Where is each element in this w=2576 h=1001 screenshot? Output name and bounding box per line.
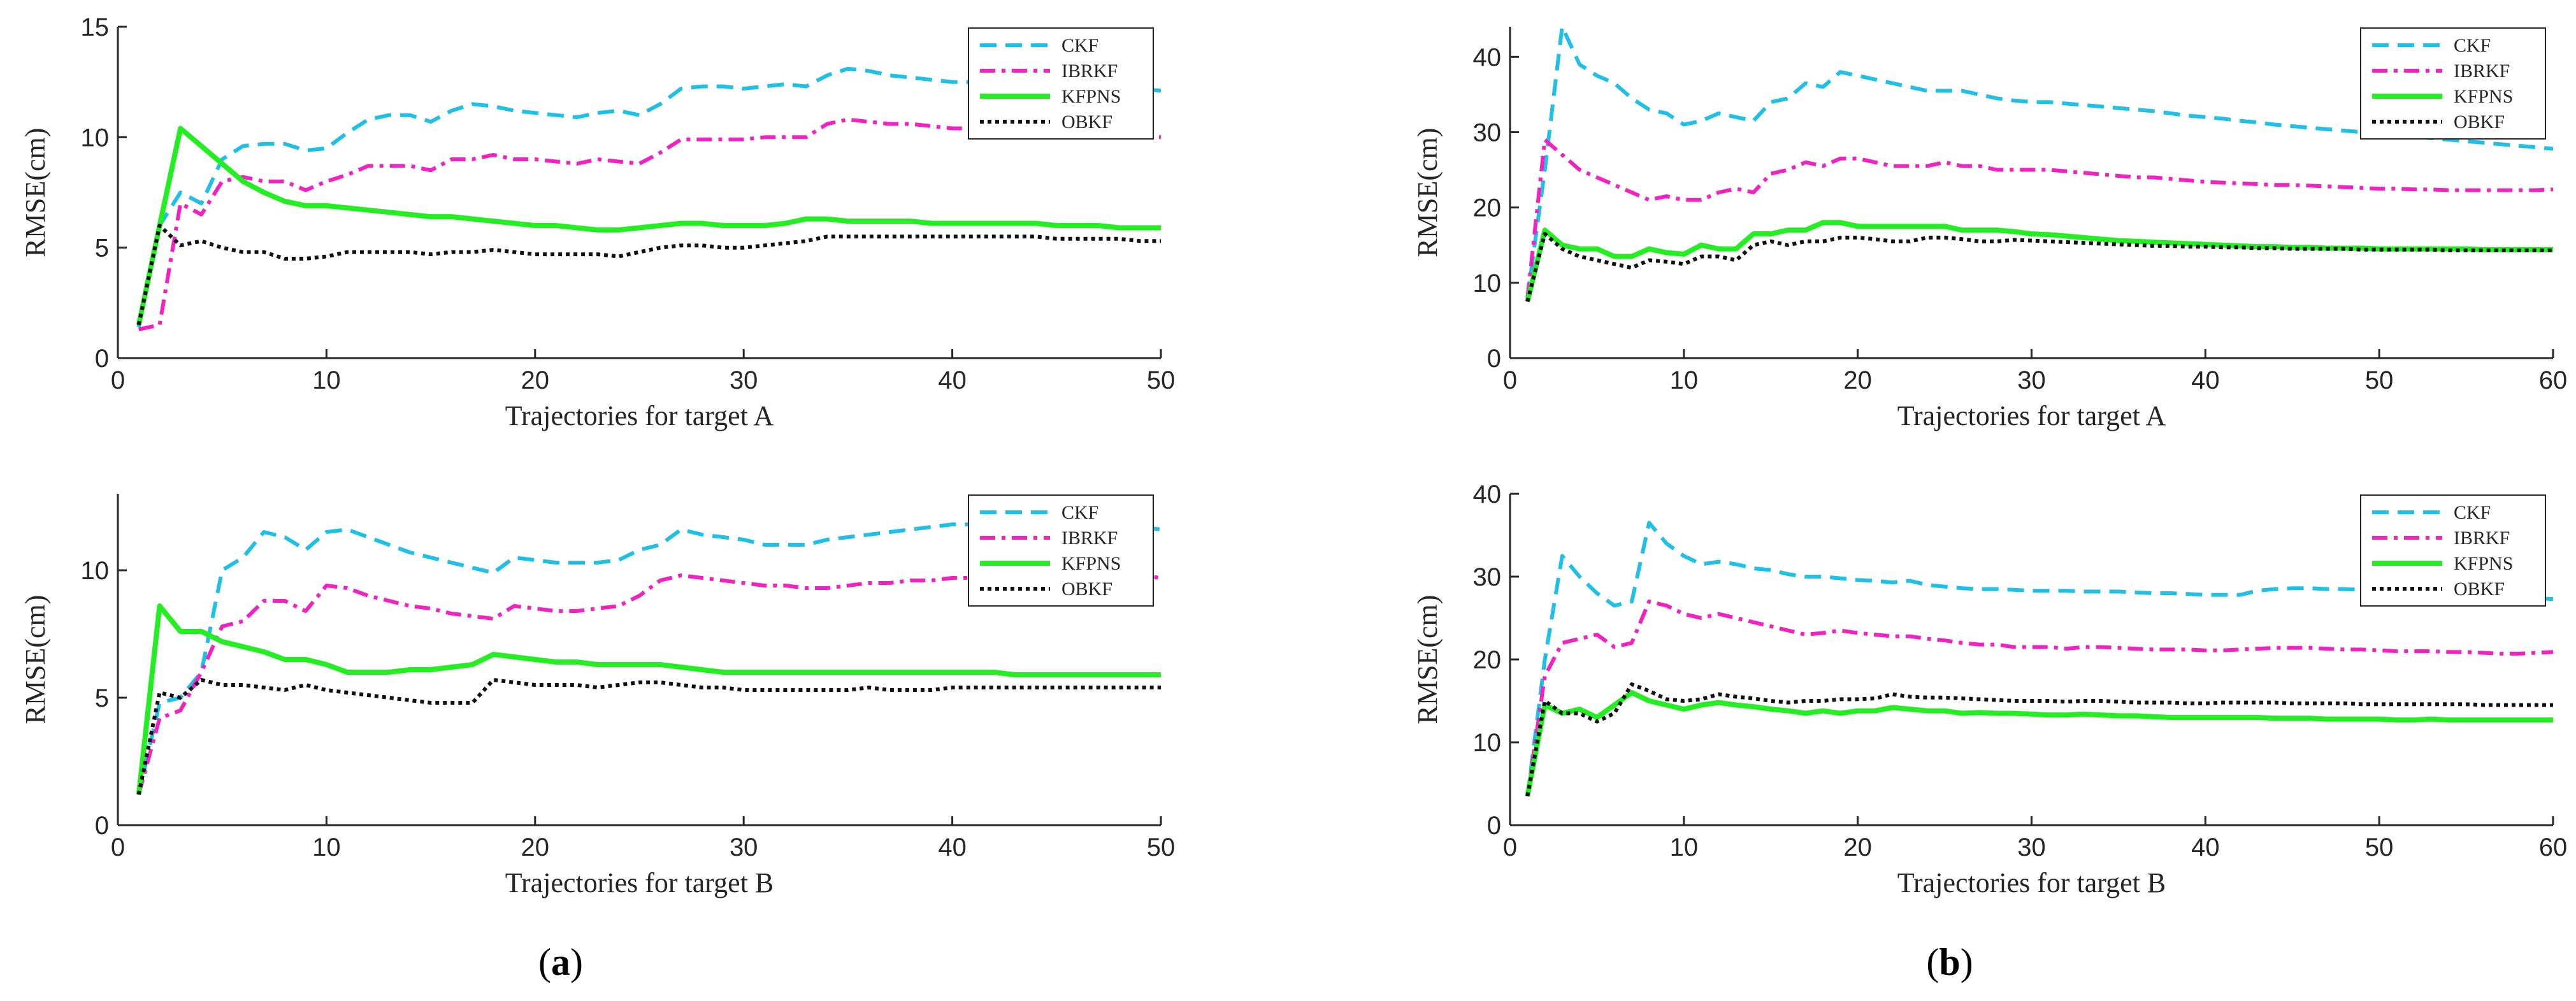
series-line-kfpns bbox=[136, 126, 1161, 326]
x-tick-label: 20 bbox=[521, 366, 550, 394]
y-axis-label: RMSE(cm) bbox=[20, 128, 51, 257]
x-tick-label: 0 bbox=[1503, 833, 1517, 861]
x-axis-label: Trajectories for target B bbox=[1897, 867, 2166, 898]
series-line-obkf bbox=[136, 678, 1161, 795]
x-tick-label: 40 bbox=[938, 366, 967, 394]
y-tick-label: 20 bbox=[1473, 646, 1502, 674]
series-line-obkf bbox=[136, 224, 1161, 326]
series-line-kfpns bbox=[136, 603, 1161, 795]
legend-label-kfpns: KFPNS bbox=[1061, 553, 1121, 574]
legend: CKF IBRKF KFPNS OBKF bbox=[2360, 494, 2546, 607]
legend-label-kfpns: KFPNS bbox=[2454, 86, 2513, 107]
y-tick-label: 10 bbox=[81, 124, 110, 152]
y-tick-label: 0 bbox=[1487, 345, 1501, 373]
y-tick-label: 30 bbox=[1473, 563, 1502, 591]
y-axis-label: RMSE(cm) bbox=[1412, 595, 1443, 724]
series-group bbox=[136, 522, 1161, 795]
x-tick-label: 50 bbox=[2365, 366, 2394, 394]
y-axis-label: RMSE(cm) bbox=[1412, 128, 1443, 257]
panel-label-b: (b) bbox=[1926, 941, 1973, 983]
y-tick-label: 30 bbox=[1473, 119, 1502, 147]
x-tick-label: 30 bbox=[2017, 366, 2046, 394]
series-line-ckf bbox=[1525, 521, 2553, 796]
series-line-kfpns bbox=[1525, 690, 2553, 797]
y-tick-label: 10 bbox=[1473, 270, 1502, 298]
legend: CKF IBRKF KFPNS OBKF bbox=[2360, 27, 2546, 140]
chart-a-target-b: 0 10 20 30 40 50 0 5 10 Trajectories for target B… bbox=[20, 494, 1175, 898]
legend-label-ibrkf: IBRKF bbox=[2454, 528, 2510, 549]
x-tick-label: 60 bbox=[2539, 366, 2568, 394]
x-tick-label: 0 bbox=[111, 366, 125, 394]
panel-label-a: (a) bbox=[538, 941, 583, 983]
y-tick-label: 20 bbox=[1473, 194, 1502, 222]
series-line-ckf bbox=[136, 66, 1161, 328]
y-tick-label: 15 bbox=[81, 13, 110, 41]
legend-box bbox=[2360, 27, 2546, 140]
y-tick-label: 0 bbox=[1487, 812, 1501, 840]
x-tick-label: 50 bbox=[1147, 833, 1176, 861]
x-tick-label: 40 bbox=[2191, 833, 2220, 861]
y-tick-label: 40 bbox=[1473, 43, 1502, 71]
series-line-obkf bbox=[1525, 232, 2553, 303]
x-tick-label: 30 bbox=[2017, 833, 2046, 861]
legend-box bbox=[2360, 494, 2546, 607]
series-line-ibrkf bbox=[1525, 138, 2553, 298]
x-tick-label: 10 bbox=[312, 366, 341, 394]
chart-a-target-a: 0 10 20 30 40 50 0 5 10 15 Trajectories for target… bbox=[20, 13, 1175, 431]
legend-label-ckf: CKF bbox=[1061, 502, 1098, 523]
x-tick-label: 30 bbox=[730, 366, 758, 394]
legend-label-kfpns: KFPNS bbox=[1061, 86, 1121, 107]
legend-label-obkf: OBKF bbox=[1061, 579, 1112, 600]
x-tick-label: 30 bbox=[730, 833, 758, 861]
legend-box bbox=[968, 27, 1154, 140]
y-tick-label: 10 bbox=[81, 557, 110, 585]
legend-label-obkf: OBKF bbox=[1061, 112, 1112, 133]
legend-label-obkf: OBKF bbox=[2454, 579, 2505, 600]
x-tick-label: 0 bbox=[111, 833, 125, 861]
x-tick-label: 40 bbox=[2191, 366, 2220, 394]
series-group bbox=[1525, 521, 2553, 797]
series-line-obkf bbox=[1525, 682, 2553, 797]
legend-label-ibrkf: IBRKF bbox=[1061, 61, 1118, 82]
legend-label-ckf: CKF bbox=[2454, 502, 2491, 523]
y-tick-label: 0 bbox=[95, 345, 109, 373]
legend-label-ckf: CKF bbox=[1061, 35, 1098, 56]
legend-label-kfpns: KFPNS bbox=[2454, 553, 2513, 574]
y-tick-label: 40 bbox=[1473, 480, 1502, 508]
legend-label-ibrkf: IBRKF bbox=[2454, 61, 2510, 82]
y-axis-label: RMSE(cm) bbox=[20, 595, 51, 724]
series-line-ibrkf bbox=[136, 573, 1161, 795]
x-tick-label: 10 bbox=[312, 833, 341, 861]
x-tick-label: 20 bbox=[1843, 366, 1872, 394]
legend-label-obkf: OBKF bbox=[2454, 112, 2505, 133]
x-tick-label: 20 bbox=[521, 833, 550, 861]
x-tick-label: 50 bbox=[1147, 366, 1176, 394]
x-tick-label: 0 bbox=[1503, 366, 1517, 394]
x-axis-label: Trajectories for target A bbox=[1897, 400, 2166, 431]
series-line-ibrkf bbox=[1525, 600, 2553, 796]
chart-b-target-b: 0 10 20 30 40 50 60 0 10 20 30 40 Trajectories for t… bbox=[1412, 480, 2567, 898]
x-axis-label: Trajectories for target A bbox=[505, 400, 774, 431]
x-tick-label: 40 bbox=[938, 833, 967, 861]
y-tick-label: 10 bbox=[1473, 729, 1502, 757]
x-tick-label: 10 bbox=[1670, 366, 1699, 394]
y-tick-label: 5 bbox=[95, 234, 109, 263]
x-tick-label: 20 bbox=[1843, 833, 1872, 861]
legend-label-ibrkf: IBRKF bbox=[1061, 528, 1118, 549]
y-tick-label: 5 bbox=[95, 684, 109, 712]
legend-label-ckf: CKF bbox=[2454, 35, 2491, 56]
legend: CKF IBRKF KFPNS OBKF bbox=[968, 27, 1154, 140]
y-tick-label: 0 bbox=[95, 812, 109, 840]
x-axis-label: Trajectories for target B bbox=[505, 867, 774, 898]
x-tick-label: 60 bbox=[2539, 833, 2568, 861]
chart-b-target-a: 0 10 20 30 40 50 60 0 10 20 30 40 Trajectories for t… bbox=[1412, 27, 2567, 431]
x-tick-label: 50 bbox=[2365, 833, 2394, 861]
x-tick-label: 10 bbox=[1670, 833, 1699, 861]
legend-box bbox=[968, 494, 1154, 607]
legend: CKF IBRKF KFPNS OBKF bbox=[968, 494, 1154, 607]
